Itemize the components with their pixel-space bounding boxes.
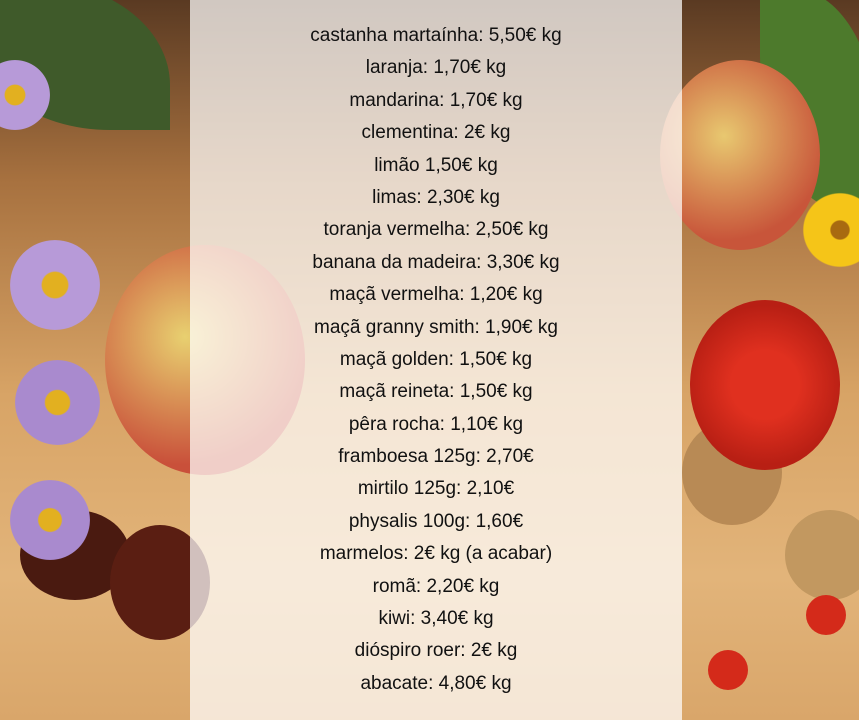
price-item: framboesa 125g: 2,70€ [338, 446, 534, 468]
flower-decoration [795, 190, 859, 270]
flower-decoration [15, 360, 100, 445]
price-item: marmelos: 2€ kg (a acabar) [319, 543, 553, 565]
price-item: mirtilo 125g: 2,10€ [357, 478, 515, 500]
price-item: maçã vermelha: 1,20€ kg [329, 284, 543, 306]
price-item: toranja vermelha: 2,50€ kg [323, 219, 549, 241]
price-item: castanha martaínha: 5,50€ kg [310, 25, 562, 46]
price-item: maçã golden: 1,50€ kg [339, 348, 533, 370]
flower-decoration [10, 480, 90, 560]
berry-decoration [708, 650, 748, 690]
flower-decoration [10, 240, 100, 330]
apple-decoration [660, 60, 820, 250]
berry-decoration [806, 595, 846, 635]
price-item: maçã reineta: 1,50€ kg [339, 381, 533, 403]
price-item: limão 1,50€ kg [374, 154, 498, 176]
price-item: banana da madeira: 3,30€ kg [312, 251, 560, 273]
price-item: romã: 2,20€ kg [372, 575, 500, 597]
price-item: mandarina: 1,70€ kg [349, 89, 523, 111]
price-item: limas: 2,30€ kg [372, 186, 500, 208]
price-item: physalis 100g: 1,60€ [348, 510, 524, 532]
price-list: castanha martaínha: 5,50€ kg laranja: 1,7… [190, 20, 682, 700]
walnut-decoration [785, 510, 859, 600]
price-item: maçã granny smith: 1,90€ kg [314, 316, 558, 338]
price-list-panel [190, 0, 682, 720]
price-item: abacate: 4,80€ kg [360, 672, 512, 694]
price-item: kiwi: 3,40€ kg [378, 608, 494, 630]
price-item: laranja: 1,70€ kg [365, 57, 507, 79]
price-item: clementina: 2€ kg [361, 122, 511, 144]
price-item: dióspiro roer: 2€ kg [354, 640, 518, 662]
price-item: pêra rocha: 1,10€ kg [348, 413, 524, 435]
berry-decoration [690, 300, 840, 470]
